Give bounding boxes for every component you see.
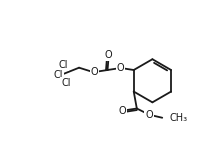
Text: O: O (91, 67, 98, 77)
Text: O: O (117, 63, 125, 73)
Text: O: O (145, 110, 153, 120)
Text: Cl: Cl (54, 70, 63, 80)
Text: Cl: Cl (61, 78, 71, 88)
Text: O: O (104, 50, 112, 60)
Text: Cl: Cl (58, 60, 68, 70)
Text: CH₃: CH₃ (169, 113, 187, 123)
Text: O: O (118, 106, 126, 116)
